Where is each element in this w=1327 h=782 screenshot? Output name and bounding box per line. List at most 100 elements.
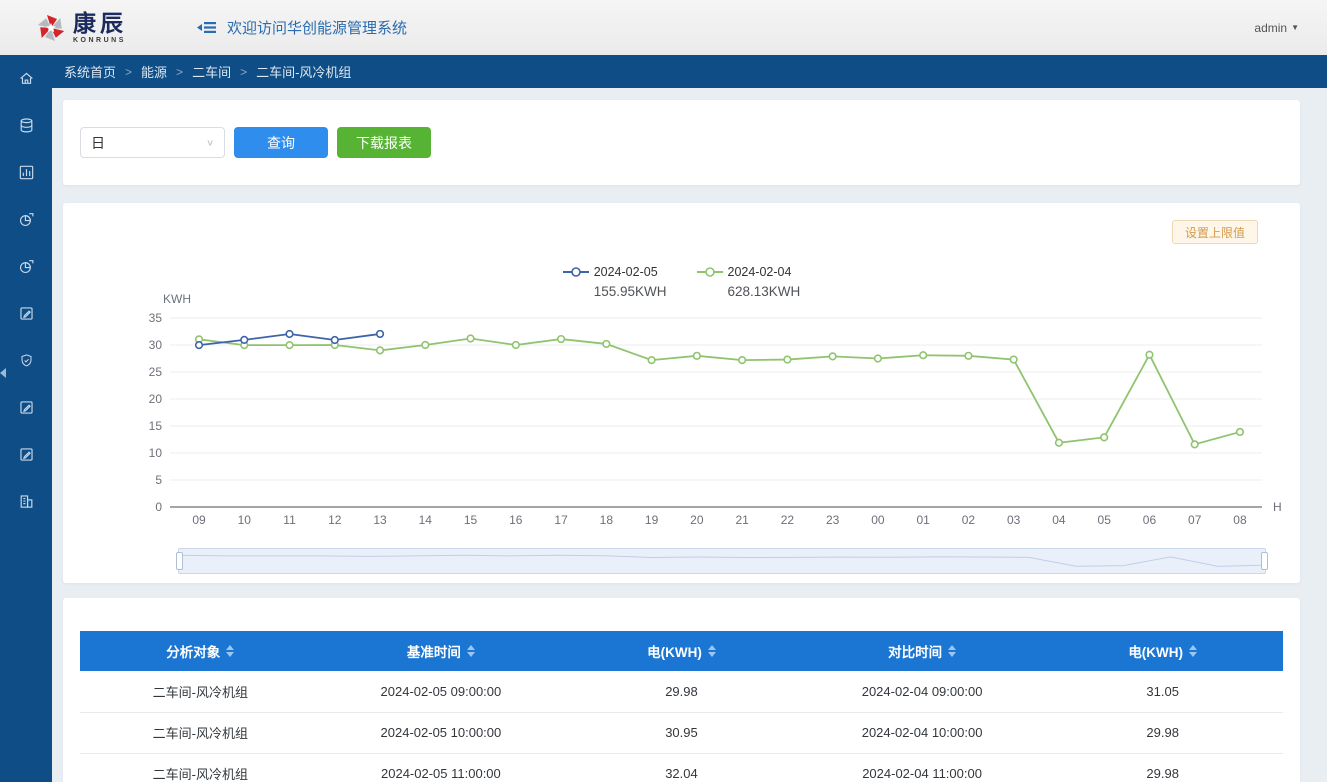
data-point[interactable] xyxy=(330,335,339,345)
analysis-icon xyxy=(19,213,33,227)
table-header-cell[interactable]: 电(KWH) xyxy=(1042,631,1283,671)
edit-icon xyxy=(19,307,33,320)
collapse-menu-icon[interactable] xyxy=(195,19,217,36)
data-point[interactable] xyxy=(692,351,701,360)
table-header-cell[interactable]: 基准时间 xyxy=(320,631,562,671)
sidebar-item-data[interactable] xyxy=(3,102,50,149)
series-line xyxy=(198,337,1241,446)
datazoom-shadow xyxy=(178,554,1266,567)
data-point[interactable] xyxy=(828,352,837,361)
breadcrumb-item[interactable]: 二车间 xyxy=(192,65,232,80)
y-tick-label: 20 xyxy=(149,392,163,406)
sort-icon[interactable] xyxy=(1189,645,1198,657)
sort-icon[interactable] xyxy=(226,645,235,657)
sort-icon[interactable] xyxy=(707,645,716,657)
sidebar-item-security[interactable] xyxy=(3,337,50,384)
table-cell: 二车间-风冷机组 xyxy=(80,712,321,754)
data-point[interactable] xyxy=(240,335,249,344)
legend-marker-icon xyxy=(696,267,723,277)
data-point[interactable] xyxy=(647,356,656,365)
query-button[interactable]: 查询 xyxy=(234,127,328,158)
data-point[interactable] xyxy=(556,334,566,344)
breadcrumb-item[interactable]: 系统首页 xyxy=(64,65,117,80)
data-point[interactable] xyxy=(783,355,792,364)
data-point[interactable] xyxy=(285,329,294,339)
filter-panel: 日 ∨ 查询 下载报表 xyxy=(63,100,1300,185)
data-point[interactable] xyxy=(1100,433,1109,442)
legend-item[interactable]: 2024-02-04 628.13KWH xyxy=(696,265,800,299)
data-point[interactable] xyxy=(738,356,747,365)
sort-icon[interactable] xyxy=(948,645,957,657)
table-row: 二车间-风冷机组 2024-02-05 09:00:00 29.98 2024-02-… xyxy=(80,671,1283,713)
y-tick-label: 10 xyxy=(149,446,163,460)
legend-item[interactable]: 2024-02-05 155.95KWH xyxy=(562,265,667,299)
breadcrumb-separator: > xyxy=(125,64,133,79)
x-tick-label: 04 xyxy=(1052,513,1066,527)
data-point[interactable] xyxy=(873,354,883,363)
sidebar-item-organization[interactable] xyxy=(3,478,50,525)
column-label: 基准时间 xyxy=(406,645,461,660)
data-point[interactable] xyxy=(1009,355,1018,364)
data-point[interactable] xyxy=(1235,427,1245,437)
sidebar-item-record-2[interactable] xyxy=(3,384,50,431)
x-tick-label: 00 xyxy=(871,513,885,527)
sidebar-item-record-1[interactable] xyxy=(3,290,50,337)
table-header-cell[interactable]: 电(KWH) xyxy=(561,631,802,671)
table-cell: 2024-02-05 11:00:00 xyxy=(320,753,562,782)
data-point[interactable] xyxy=(1145,350,1154,359)
data-point[interactable] xyxy=(194,341,204,350)
breadcrumb-separator: > xyxy=(176,64,184,79)
data-point[interactable] xyxy=(375,329,385,339)
y-tick-label: 15 xyxy=(149,419,163,433)
data-point[interactable] xyxy=(466,334,475,343)
data-point[interactable] xyxy=(1054,438,1064,447)
sort-icon[interactable] xyxy=(466,645,475,657)
sidebar-item-energy-analysis[interactable] xyxy=(3,196,50,243)
x-tick-label: 19 xyxy=(645,513,659,527)
data-point[interactable] xyxy=(602,339,611,349)
table-header-cell[interactable]: 分析对象 xyxy=(80,631,321,671)
x-tick-label: 07 xyxy=(1188,513,1202,527)
data-point[interactable] xyxy=(285,341,294,350)
data-point[interactable] xyxy=(375,346,385,355)
breadcrumb-item[interactable]: 二车间-风冷机组 xyxy=(256,65,352,80)
x-tick-label: 21 xyxy=(735,513,749,527)
x-tick-label: 10 xyxy=(238,513,252,527)
y-tick-label: 0 xyxy=(155,500,162,514)
period-select[interactable]: 日 ∨ xyxy=(80,127,225,158)
sidebar-item-report[interactable] xyxy=(3,149,50,196)
sidebar-item-record-3[interactable] xyxy=(3,431,50,478)
x-tick-label: 18 xyxy=(600,513,614,527)
data-point[interactable] xyxy=(919,351,928,360)
chevron-down-icon: ∨ xyxy=(205,138,214,148)
table-header-cell[interactable]: 对比时间 xyxy=(801,631,1043,671)
table-cell: 2024-02-05 10:00:00 xyxy=(320,712,562,754)
table-cell: 29.98 xyxy=(1042,712,1283,754)
chart-legend: 2024-02-05 155.95KWH 2024-02-04 628.13KWH xyxy=(63,265,1300,299)
data-point[interactable] xyxy=(421,340,430,350)
datazoom-right-handle[interactable] xyxy=(1261,552,1268,570)
building-icon xyxy=(20,495,32,508)
x-tick-label: 05 xyxy=(1098,513,1112,527)
comparison-table-panel: 分析对象 基准时间 电(KWH) 对比时间 电(KWH) 二车间-风冷机组 2024-02… xyxy=(63,598,1300,782)
data-point[interactable] xyxy=(1190,440,1199,449)
datazoom-left-handle[interactable] xyxy=(176,552,183,570)
data-point[interactable] xyxy=(964,351,973,360)
set-upper-limit-button[interactable]: 设置上限值 xyxy=(1171,220,1258,244)
y-tick-label: 5 xyxy=(155,473,162,487)
breadcrumb-item[interactable]: 能源 xyxy=(141,65,168,80)
sidebar-item-home[interactable] xyxy=(3,55,50,102)
sidebar-collapse-arrow[interactable] xyxy=(0,368,6,378)
data-point[interactable] xyxy=(511,340,520,350)
table-cell: 32.04 xyxy=(561,753,802,782)
x-tick-label: 15 xyxy=(464,513,478,527)
user-menu[interactable]: admin ▼ xyxy=(1254,21,1299,35)
chart-datazoom-slider[interactable] xyxy=(176,548,1268,574)
download-report-button[interactable]: 下载报表 xyxy=(337,127,431,158)
x-tick-label: 16 xyxy=(509,513,523,527)
sidebar-item-energy-compare[interactable] xyxy=(3,243,50,290)
breadcrumb-separator: > xyxy=(240,64,248,79)
shield-icon xyxy=(20,354,32,367)
y-tick-label: 30 xyxy=(149,338,163,352)
